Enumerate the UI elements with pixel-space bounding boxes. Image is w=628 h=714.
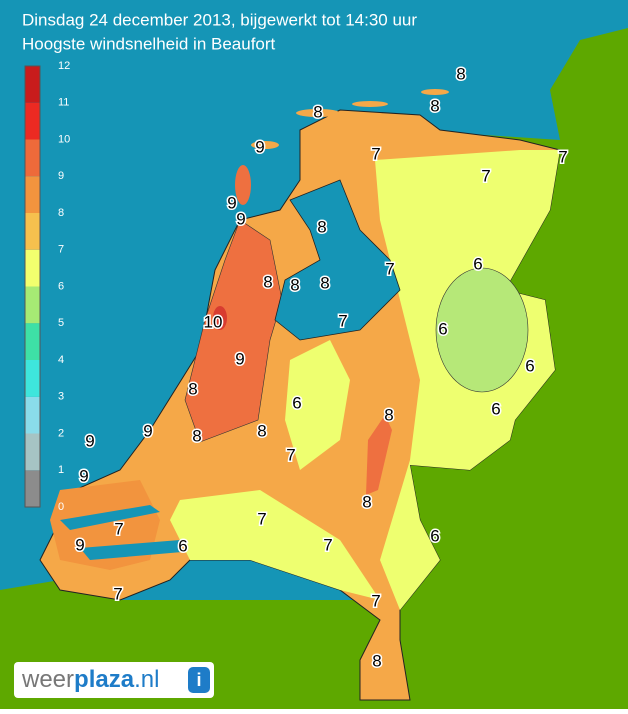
contour-label: 8	[317, 217, 326, 236]
legend-band	[25, 102, 40, 140]
contour-label: 9	[75, 535, 84, 554]
contour-label: 8	[263, 272, 272, 291]
logo-part: plaza	[74, 666, 135, 693]
contour-label: 6	[491, 399, 500, 418]
legend-tick-label: 7	[58, 244, 64, 256]
legend-tick-label: 4	[58, 354, 64, 366]
contour-label: 9	[143, 421, 152, 440]
island	[296, 109, 340, 117]
contour-label: 7	[558, 147, 567, 166]
logo: weerplaza.nl i	[14, 662, 214, 698]
island	[251, 141, 279, 149]
legend-tick-label: 0	[58, 501, 64, 513]
contour-label: 8	[257, 421, 266, 440]
contour-label: 7	[338, 311, 347, 330]
legend-band	[25, 360, 40, 397]
contour-label: 8	[192, 426, 201, 445]
contour-label: 7	[286, 445, 295, 464]
island	[352, 101, 388, 107]
contour-label: 8	[456, 64, 465, 83]
contour-label: 6	[292, 393, 301, 412]
legend-band	[25, 176, 40, 213]
contour-label: 8	[362, 492, 371, 511]
estuary	[60, 505, 160, 530]
legend-band	[25, 323, 40, 360]
zone-9-10	[213, 306, 227, 330]
estuary	[80, 540, 182, 560]
contour-label: 7	[323, 535, 332, 554]
legend-band	[25, 286, 40, 324]
zone-5-6	[435, 267, 529, 393]
contour-label: 8	[320, 273, 329, 292]
zone-8-9	[184, 219, 283, 443]
legend-tick-label: 12	[58, 60, 70, 72]
contour-label: 7	[257, 509, 266, 528]
legend-tick-label: 3	[58, 391, 64, 403]
legend-band	[25, 433, 40, 471]
contour-label: 6	[473, 254, 482, 273]
contour-label: 7	[481, 166, 490, 185]
legend-band	[25, 470, 40, 507]
contour-label: 9	[236, 209, 245, 228]
contour-label: 8	[188, 379, 197, 398]
logo-text: weerplaza.nl	[21, 666, 159, 693]
contour-label: 6	[525, 356, 534, 375]
contour-label: 7	[385, 259, 394, 278]
contour-label: 8	[290, 275, 299, 294]
logo-part: weer	[21, 666, 74, 693]
legend-tick-label: 9	[58, 170, 64, 182]
logo-box	[14, 662, 214, 698]
legend-tick-label: 6	[58, 280, 64, 292]
logo-icon-text: i	[196, 670, 201, 690]
legend-tick-label: 5	[58, 317, 64, 329]
contour-label: 9	[79, 466, 88, 485]
legend-band	[25, 139, 40, 177]
legend-tick-label: 11	[58, 97, 69, 109]
logo-icon	[188, 667, 210, 693]
legend-band	[25, 213, 40, 250]
legend-band	[25, 66, 40, 103]
contour-label: 9	[255, 137, 264, 156]
contour-label: 7	[113, 584, 122, 603]
subtitle: Hoogste windsnelheid in Beaufort	[22, 34, 276, 53]
contour-label: 6	[438, 319, 447, 338]
contour-label: 7	[371, 591, 380, 610]
legend-tick-label: 1	[58, 464, 64, 476]
zone-veluwe	[285, 340, 350, 470]
island	[235, 165, 251, 205]
legend-tick-label: 8	[58, 207, 64, 219]
contour-label: 10	[204, 312, 223, 331]
contour-label: 8	[384, 405, 393, 424]
zone-8-9-east	[366, 415, 392, 495]
contour-label: 7	[114, 519, 123, 538]
contour-label: 8	[372, 651, 381, 670]
legend-tick-label: 10	[58, 133, 70, 145]
contour-label: 9	[235, 349, 244, 368]
legend-band	[25, 396, 40, 434]
contour-label: 9	[227, 193, 236, 212]
legend-tick-label: 2	[58, 427, 64, 439]
ijsselmeer	[274, 179, 401, 341]
contour-label: 6	[430, 526, 439, 545]
contour-label: 6	[178, 536, 187, 555]
island	[421, 89, 449, 95]
contour-label: 8	[430, 96, 439, 115]
title: Dinsdag 24 december 2013, bijgewerkt tot…	[22, 10, 417, 29]
contour-label: 8	[313, 102, 322, 121]
contour-label: 9	[85, 431, 94, 450]
zone-6-7-south	[170, 490, 380, 600]
legend-frame	[24, 65, 41, 508]
contour-label: 7	[371, 144, 380, 163]
legend-band	[25, 249, 40, 287]
logo-part: .nl	[134, 666, 159, 693]
